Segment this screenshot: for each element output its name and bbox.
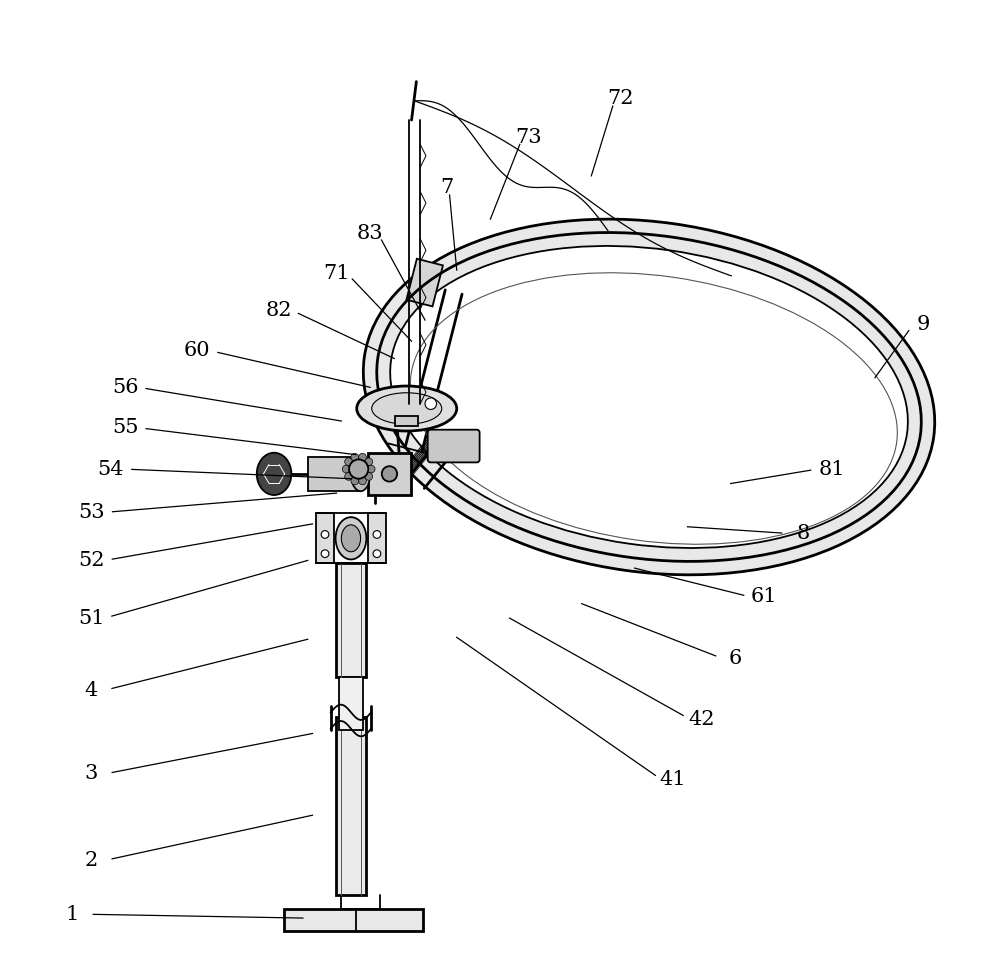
Ellipse shape: [425, 398, 437, 409]
Text: 8: 8: [796, 524, 809, 543]
FancyBboxPatch shape: [428, 429, 480, 462]
Ellipse shape: [363, 220, 935, 574]
Text: 83: 83: [357, 224, 384, 243]
Ellipse shape: [382, 466, 397, 482]
Text: 71: 71: [323, 264, 350, 283]
Bar: [339, 677, 363, 730]
Ellipse shape: [351, 456, 370, 491]
Ellipse shape: [351, 477, 359, 484]
Bar: [316, 513, 334, 564]
Ellipse shape: [373, 531, 381, 539]
Ellipse shape: [359, 454, 366, 461]
Text: 61: 61: [751, 587, 778, 606]
Bar: [406, 259, 443, 307]
Ellipse shape: [345, 458, 352, 465]
Ellipse shape: [342, 465, 350, 473]
Text: 82: 82: [266, 301, 292, 320]
Ellipse shape: [349, 459, 368, 479]
Text: 56: 56: [112, 378, 138, 396]
Text: 9: 9: [916, 315, 930, 335]
Ellipse shape: [345, 473, 352, 481]
Text: 41: 41: [660, 770, 686, 789]
Ellipse shape: [359, 477, 366, 484]
Text: 73: 73: [516, 128, 542, 147]
Text: 6: 6: [729, 649, 742, 668]
Text: 51: 51: [78, 608, 105, 628]
Bar: [368, 453, 411, 495]
Bar: [308, 456, 361, 491]
Bar: [368, 513, 386, 564]
Text: 55: 55: [112, 419, 138, 437]
Ellipse shape: [365, 473, 373, 481]
Ellipse shape: [372, 393, 442, 425]
Ellipse shape: [367, 465, 375, 473]
Ellipse shape: [365, 458, 373, 465]
Text: 72: 72: [607, 89, 633, 108]
Text: 3: 3: [85, 764, 98, 783]
Ellipse shape: [321, 550, 329, 558]
Text: 2: 2: [85, 851, 98, 870]
Text: 60: 60: [184, 341, 210, 361]
Ellipse shape: [341, 525, 361, 552]
Text: 81: 81: [818, 459, 845, 479]
Text: 1: 1: [65, 905, 79, 923]
Text: 7: 7: [440, 178, 454, 197]
Bar: [368, 465, 402, 484]
Text: 54: 54: [97, 459, 124, 479]
Text: 52: 52: [78, 551, 105, 570]
Ellipse shape: [336, 517, 366, 560]
Text: 42: 42: [689, 710, 715, 728]
Text: 4: 4: [85, 681, 98, 700]
Bar: [336, 564, 366, 677]
Ellipse shape: [390, 246, 908, 548]
Ellipse shape: [357, 386, 457, 431]
Bar: [336, 718, 366, 895]
Ellipse shape: [321, 531, 329, 539]
Bar: [395, 416, 418, 425]
Bar: [284, 909, 423, 930]
Ellipse shape: [257, 453, 291, 495]
Ellipse shape: [373, 550, 381, 558]
Ellipse shape: [351, 454, 359, 461]
Text: 53: 53: [78, 503, 105, 522]
